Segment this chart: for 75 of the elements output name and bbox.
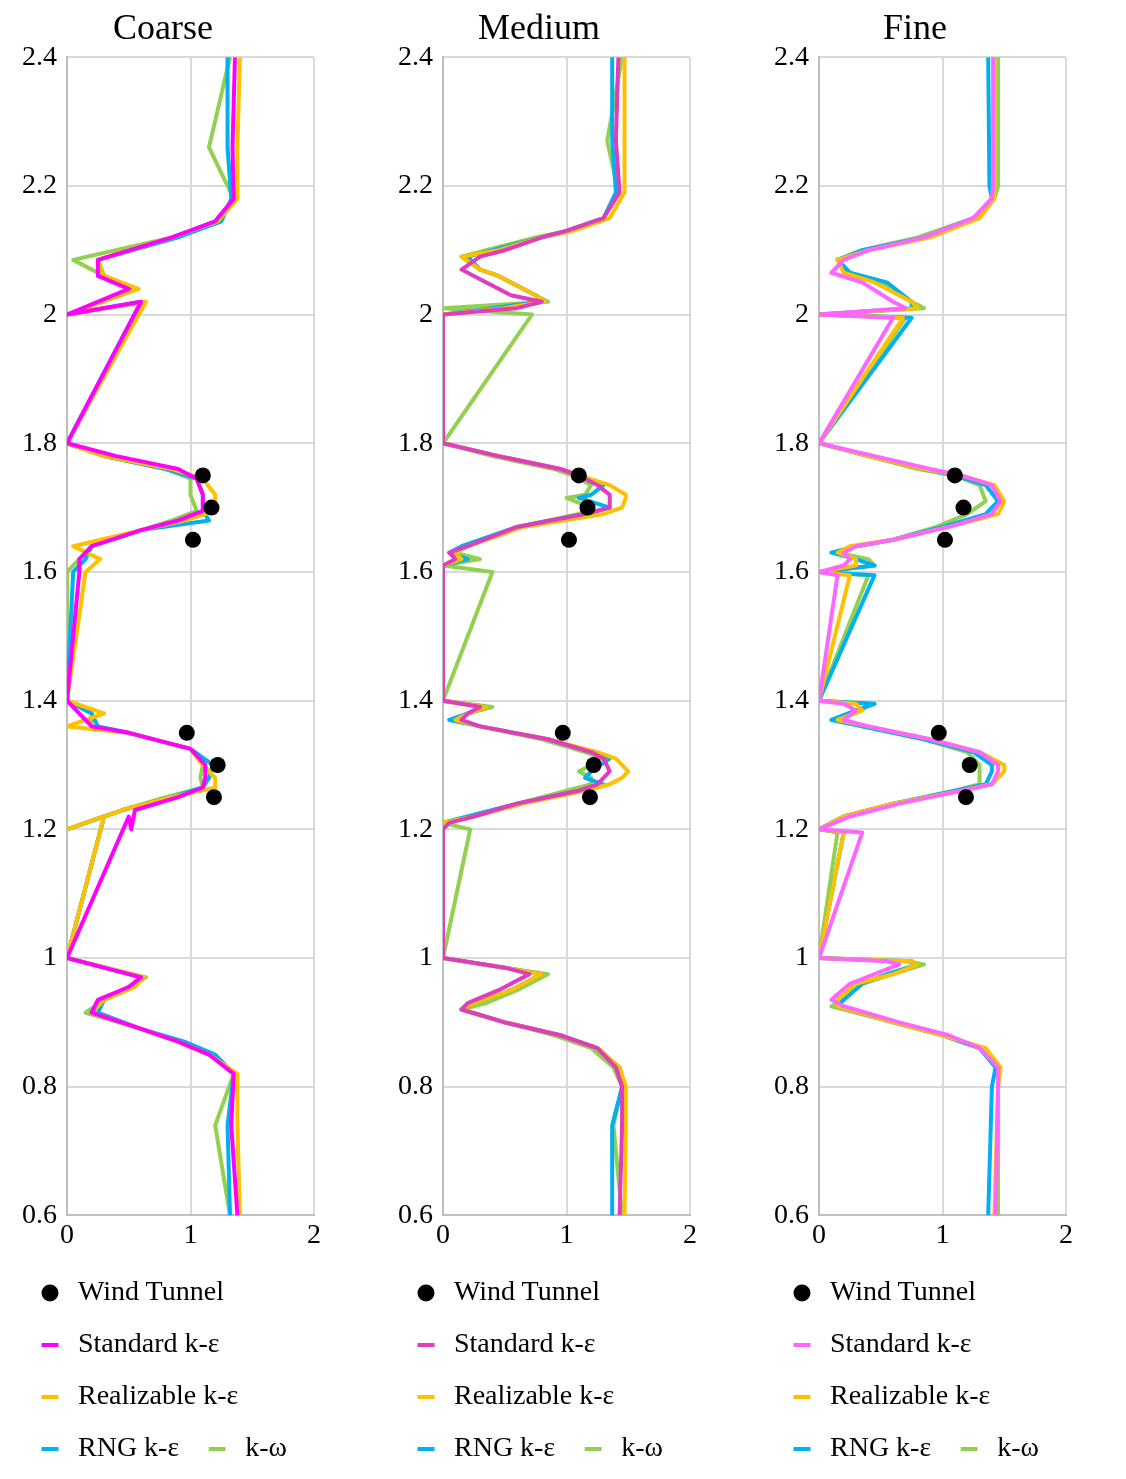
legend-label: k-ω bbox=[621, 1431, 663, 1463]
point bbox=[205, 789, 222, 806]
legend-label: RNG k-ε bbox=[78, 1431, 180, 1463]
y-tick-label: 0.6 bbox=[22, 1197, 57, 1229]
x-tick-label: 1 bbox=[935, 1217, 950, 1249]
point bbox=[930, 724, 947, 741]
y-tick-label: 2.2 bbox=[774, 168, 809, 200]
chart-title: Coarse bbox=[113, 7, 213, 48]
legend-label: Wind Tunnel bbox=[454, 1275, 601, 1307]
y-tick-label: 1.4 bbox=[398, 683, 433, 714]
y-tick-label: 2 bbox=[419, 296, 433, 328]
point bbox=[585, 756, 602, 773]
point bbox=[209, 756, 226, 773]
point bbox=[579, 499, 596, 516]
y-tick-label: 0.6 bbox=[398, 1197, 433, 1229]
legend-label: Realizable k-ε bbox=[830, 1379, 991, 1411]
y-tick-label: 1 bbox=[419, 940, 433, 972]
legend-label: RNG k-ε bbox=[454, 1431, 556, 1463]
x-tick-label: 2 bbox=[307, 1217, 321, 1249]
point bbox=[955, 499, 972, 516]
y-tick-label: 1.6 bbox=[774, 554, 809, 586]
point bbox=[570, 467, 587, 484]
legend-label: Standard k-ε bbox=[454, 1327, 596, 1359]
y-tick-label: 0.6 bbox=[774, 1197, 809, 1229]
legend-label: Realizable k-ε bbox=[454, 1379, 615, 1411]
point bbox=[961, 756, 978, 773]
point bbox=[554, 724, 571, 741]
y-tick-label: 2.4 bbox=[22, 39, 57, 71]
point bbox=[936, 531, 953, 548]
y-tick-label: 1.2 bbox=[774, 811, 809, 843]
x-tick-label: 0 bbox=[60, 1217, 74, 1249]
y-tick-label: 1.4 bbox=[22, 683, 57, 714]
y-tick-label: 2.4 bbox=[774, 39, 809, 71]
legend-label: RNG k-ε bbox=[830, 1431, 932, 1463]
y-tick-label: 1.8 bbox=[398, 425, 433, 457]
point bbox=[203, 499, 220, 516]
y-tick-label: 2.2 bbox=[22, 168, 57, 200]
x-tick-label: 1 bbox=[559, 1217, 574, 1249]
y-tick-label: 0.8 bbox=[774, 1069, 809, 1101]
x-tick-label: 2 bbox=[683, 1217, 697, 1249]
legend-label: Standard k-ε bbox=[830, 1327, 972, 1359]
y-tick-label: 0.8 bbox=[22, 1069, 57, 1101]
y-tick-label: 1.6 bbox=[398, 554, 433, 586]
legend-label: Realizable k-ε bbox=[78, 1379, 239, 1411]
point bbox=[184, 531, 201, 548]
y-tick-label: 1 bbox=[43, 940, 57, 972]
chart-title: Fine bbox=[882, 7, 948, 48]
y-tick-label: 1.8 bbox=[774, 425, 809, 457]
point bbox=[957, 789, 974, 806]
point bbox=[178, 724, 195, 741]
point bbox=[581, 789, 598, 806]
y-tick-label: 2 bbox=[795, 296, 809, 328]
legend-label: Standard k-ε bbox=[78, 1327, 220, 1359]
chart-title: Medium bbox=[478, 7, 600, 48]
y-tick-label: 1.2 bbox=[398, 811, 433, 843]
x-tick-label: 2 bbox=[1059, 1217, 1073, 1249]
legend-label: k-ω bbox=[245, 1431, 287, 1463]
y-tick-label: 1.2 bbox=[22, 811, 57, 843]
legend-label: Wind Tunnel bbox=[830, 1275, 977, 1307]
y-tick-label: 2.2 bbox=[398, 168, 433, 200]
y-tick-label: 1.8 bbox=[22, 425, 57, 457]
legend-label: k-ω bbox=[997, 1431, 1039, 1463]
point bbox=[946, 467, 963, 484]
y-tick-label: 1.4 bbox=[774, 683, 809, 714]
x-tick-label: 0 bbox=[812, 1217, 826, 1249]
point bbox=[560, 531, 577, 548]
x-tick-label: 0 bbox=[436, 1217, 450, 1249]
legend-label: Wind Tunnel bbox=[78, 1275, 225, 1307]
y-tick-label: 2.4 bbox=[398, 39, 433, 71]
y-tick-label: 0.8 bbox=[398, 1069, 433, 1101]
y-tick-label: 1 bbox=[795, 940, 809, 972]
y-tick-label: 1.6 bbox=[22, 554, 57, 586]
x-tick-label: 1 bbox=[183, 1217, 198, 1249]
point bbox=[194, 467, 211, 484]
y-tick-label: 2 bbox=[43, 296, 57, 328]
